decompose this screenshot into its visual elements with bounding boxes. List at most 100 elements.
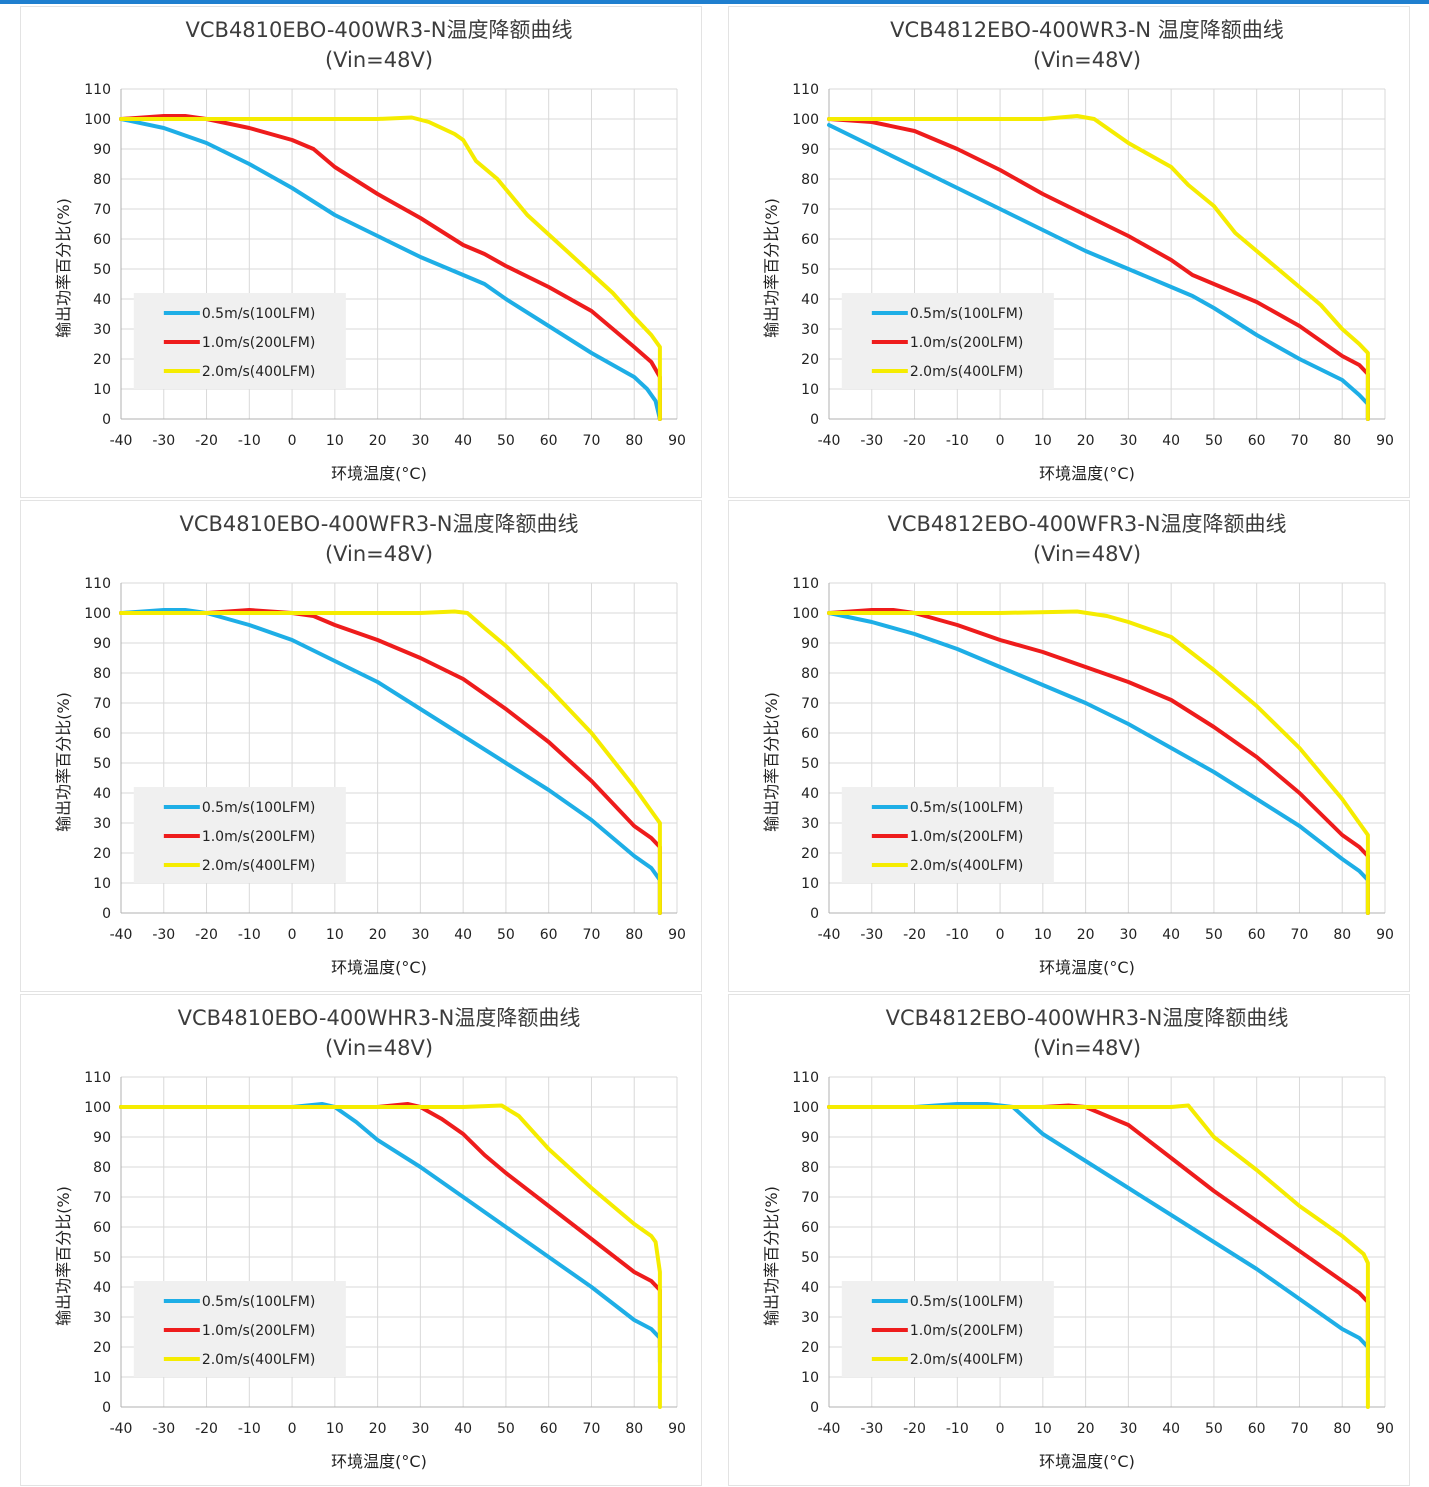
y-tick-label: 30 [801,816,819,832]
y-tick-label: 60 [801,726,819,742]
chart-svg: VCB4812EBO-400WR3-N 温度降额曲线 (Vin=48V) -40 -3… [762,18,1394,483]
series-line [827,114,1370,421]
chart-title: VCB4812EBO-400WHR3-N温度降额曲线 [886,1006,1289,1030]
y-axis-label: 输出功率百分比(%) [54,692,73,832]
chart-subtitle: (Vin=48V) [325,1036,433,1060]
x-tick-label: 30 [411,927,429,943]
x-tick-label: -10 [238,433,261,449]
legend-label: 1.0m/s(200LFM) [202,335,315,351]
x-axis-label: 环境温度(°C) [331,958,427,977]
y-tick-label: 0 [810,1400,819,1416]
y-tick-label: 70 [801,202,819,218]
x-tick-label: 0 [996,433,1005,449]
chart-panel: VCB4810EBO-400WR3-N温度降额曲线 (Vin=48V) -40 -30… [20,6,702,498]
y-tick-label: 110 [792,82,819,98]
y-tick-label: 110 [84,1070,111,1086]
chart-subtitle: (Vin=48V) [1033,48,1141,72]
y-tick-label: 0 [102,412,111,428]
x-tick-label: 70 [1291,1421,1309,1437]
x-tick-label: -40 [110,927,133,943]
series-line [827,123,1370,421]
x-axis-label: 环境温度(°C) [331,464,427,483]
y-tick-label: 70 [93,202,111,218]
x-tick-label: 70 [583,1421,601,1437]
x-tick-label: 30 [411,1421,429,1437]
x-tick-label: 10 [1034,433,1052,449]
y-tick-label: 90 [93,636,111,652]
chart-title: VCB4810EBO-400WFR3-N温度降额曲线 [179,512,578,536]
x-tick-label: -40 [818,1421,841,1437]
y-tick-label: 100 [84,1100,111,1116]
x-tick-label: -10 [946,927,969,943]
x-tick-label: 40 [454,1421,472,1437]
x-tick-label: 80 [1333,433,1351,449]
x-tick-label: 90 [1376,927,1394,943]
x-tick-label: -10 [946,433,969,449]
x-tick-label: 50 [497,433,515,449]
y-tick-label: 30 [93,1310,111,1326]
y-tick-label: 50 [93,1250,111,1266]
y-tick-label: 90 [801,1130,819,1146]
y-axis-label: 输出功率百分比(%) [762,198,781,338]
y-tick-label: 10 [801,1370,819,1386]
y-tick-label: 60 [93,726,111,742]
x-axis-label: 环境温度(°C) [1039,464,1135,483]
y-tick-label: 70 [93,696,111,712]
legend-label: 0.5m/s(100LFM) [202,800,315,816]
x-tick-label: 10 [326,433,344,449]
x-tick-label: 50 [1205,927,1223,943]
legend-label: 0.5m/s(100LFM) [910,306,1024,322]
y-tick-label: 90 [93,142,111,158]
chart-subtitle: (Vin=48V) [325,48,433,72]
y-tick-label: 10 [93,382,111,398]
x-tick-label: 10 [326,927,344,943]
legend-label: 0.5m/s(100LFM) [202,306,315,322]
x-tick-label: 50 [497,927,515,943]
x-tick-label: 10 [1034,1421,1052,1437]
x-tick-label: 10 [1034,927,1052,943]
y-tick-label: 110 [792,1070,819,1086]
x-tick-label: 70 [583,927,601,943]
x-tick-label: -10 [238,1421,261,1437]
x-tick-label: 40 [1162,1421,1180,1437]
chart-svg: VCB4810EBO-400WFR3-N温度降额曲线 (Vin=48V) -40 -3… [54,512,686,977]
series-line [827,117,1370,421]
y-tick-label: 80 [801,666,819,682]
x-tick-label: 40 [1162,927,1180,943]
x-tick-label: 70 [583,433,601,449]
y-tick-label: 90 [801,636,819,652]
y-tick-label: 80 [801,1160,819,1176]
legend-label: 2.0m/s(400LFM) [202,858,315,874]
x-tick-label: 90 [1376,433,1394,449]
y-tick-label: 40 [801,292,819,308]
chart-panel: VCB4812EBO-400WFR3-N温度降额曲线 (Vin=48V) -40 -3… [728,500,1410,992]
y-tick-label: 80 [93,172,111,188]
y-tick-label: 50 [801,1250,819,1266]
series-line [119,115,662,421]
legend-label: 0.5m/s(100LFM) [202,1294,315,1310]
y-tick-label: 110 [84,576,111,592]
x-tick-label: 0 [996,927,1005,943]
y-axis-label: 输出功率百分比(%) [54,198,73,338]
x-tick-label: -20 [903,433,926,449]
x-tick-label: 60 [1248,433,1266,449]
x-tick-label: -20 [903,927,926,943]
x-tick-label: 60 [1248,1421,1266,1437]
y-tick-label: 100 [792,606,819,622]
top-accent-bar [0,0,1429,4]
y-tick-label: 30 [93,816,111,832]
legend-label: 2.0m/s(400LFM) [202,1352,315,1368]
x-tick-label: 40 [454,927,472,943]
y-axis-label: 输出功率百分比(%) [762,692,781,832]
x-tick-label: 0 [288,1421,297,1437]
x-tick-label: -10 [238,927,261,943]
legend-label: 1.0m/s(200LFM) [910,829,1024,845]
x-tick-label: 50 [1205,433,1223,449]
series-line [827,611,1370,915]
chart-svg: VCB4812EBO-400WFR3-N温度降额曲线 (Vin=48V) -40 -3… [762,512,1394,977]
legend: 0.5m/s(100LFM) 1.0m/s(200LFM) 2.0m/s(400LF… [841,293,1054,389]
x-tick-label: 20 [1077,433,1095,449]
y-tick-label: 40 [801,1280,819,1296]
y-tick-label: 100 [792,112,819,128]
y-tick-label: 30 [801,1310,819,1326]
